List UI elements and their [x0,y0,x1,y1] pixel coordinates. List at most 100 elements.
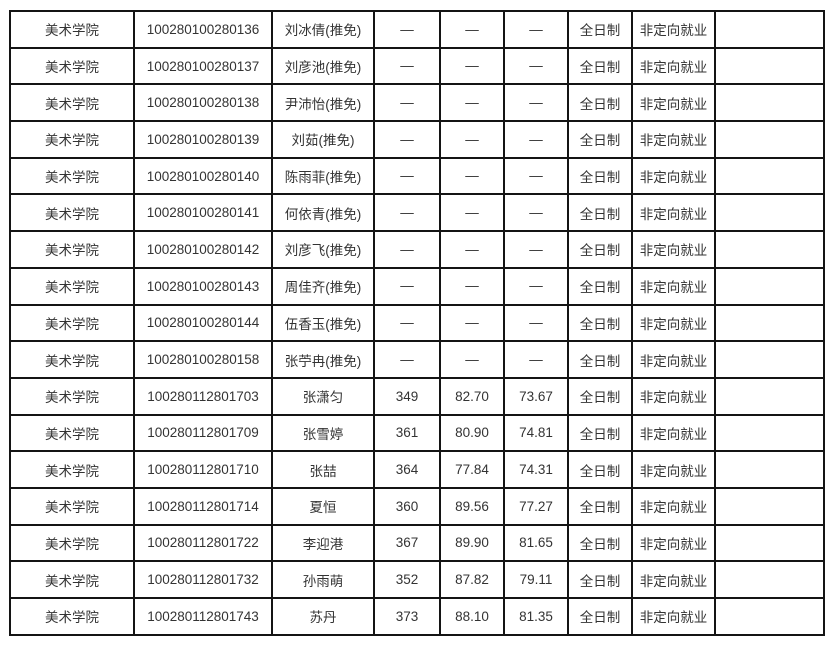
table-row: 美术学院 100280100280137 刘彦池(推免) — — — 全日制 非… [9,46,825,86]
cell-name: 何依青(推免) [271,193,375,233]
cell-initial-score: 349 [373,376,441,416]
cell-study-mode: 全日制 [567,10,633,49]
cell-study-mode: 全日制 [567,340,633,379]
cell-retest-score: 88.10 [439,597,505,636]
cell-candidate-id: 100280100280142 [133,230,273,269]
table-row: 美术学院 100280112801722 李迎港 367 89.90 81.65… [9,523,825,563]
cell-employment-type: 非定向就业 [631,413,716,453]
cell-remark [714,83,825,123]
cell-total-score: 74.31 [503,450,569,489]
cell-college: 美术学院 [9,46,135,86]
table-row: 美术学院 100280100280142 刘彦飞(推免) — — — 全日制 非… [9,230,825,269]
cell-remark [714,340,825,379]
cell-name: 刘冰倩(推免) [271,10,375,49]
cell-college: 美术学院 [9,83,135,123]
cell-employment-type: 非定向就业 [631,266,716,306]
cell-name: 伍香玉(推免) [271,303,375,343]
cell-name: 陈雨菲(推免) [271,156,375,196]
cell-retest-score: — [439,120,505,159]
cell-candidate-id: 100280112801709 [133,413,273,453]
cell-remark [714,10,825,49]
cell-total-score: — [503,340,569,379]
cell-college: 美术学院 [9,486,135,526]
cell-study-mode: 全日制 [567,83,633,123]
cell-college: 美术学院 [9,560,135,599]
cell-name: 尹沛怡(推免) [271,83,375,123]
cell-employment-type: 非定向就业 [631,560,716,599]
cell-employment-type: 非定向就业 [631,83,716,123]
cell-college: 美术学院 [9,413,135,453]
cell-retest-score: — [439,266,505,306]
cell-initial-score: 360 [373,486,441,526]
cell-remark [714,266,825,306]
cell-employment-type: 非定向就业 [631,486,716,526]
cell-candidate-id: 100280100280144 [133,303,273,343]
cell-remark [714,46,825,86]
cell-candidate-id: 100280112801732 [133,560,273,599]
table-row: 美术学院 100280100280139 刘茹(推免) — — — 全日制 非定… [9,120,825,159]
cell-study-mode: 全日制 [567,230,633,269]
cell-candidate-id: 100280100280138 [133,83,273,123]
cell-candidate-id: 100280100280140 [133,156,273,196]
table-row: 美术学院 100280100280143 周佳齐(推免) — — — 全日制 非… [9,266,825,306]
table-row: 美术学院 100280100280144 伍香玉(推免) — — — 全日制 非… [9,303,825,343]
cell-study-mode: 全日制 [567,376,633,416]
table-body: 美术学院 100280100280136 刘冰倩(推免) — — — 全日制 非… [9,10,825,636]
cell-name: 苏丹 [271,597,375,636]
cell-candidate-id: 100280100280141 [133,193,273,233]
cell-college: 美术学院 [9,193,135,233]
cell-study-mode: 全日制 [567,120,633,159]
cell-college: 美术学院 [9,10,135,49]
cell-retest-score: — [439,230,505,269]
cell-total-score: — [503,303,569,343]
cell-initial-score: — [373,46,441,86]
cell-study-mode: 全日制 [567,266,633,306]
cell-study-mode: 全日制 [567,450,633,489]
cell-college: 美术学院 [9,523,135,563]
cell-retest-score: — [439,340,505,379]
cell-initial-score: 373 [373,597,441,636]
cell-remark [714,193,825,233]
admission-roster-table: 美术学院 100280100280136 刘冰倩(推免) — — — 全日制 非… [9,10,825,636]
table-row: 美术学院 100280100280136 刘冰倩(推免) — — — 全日制 非… [9,10,825,49]
cell-total-score: 73.67 [503,376,569,416]
cell-initial-score: — [373,10,441,49]
cell-study-mode: 全日制 [567,413,633,453]
cell-employment-type: 非定向就业 [631,450,716,489]
cell-remark [714,523,825,563]
cell-candidate-id: 100280112801714 [133,486,273,526]
cell-name: 张雪婷 [271,413,375,453]
cell-candidate-id: 100280100280136 [133,10,273,49]
cell-initial-score: — [373,156,441,196]
cell-college: 美术学院 [9,266,135,306]
cell-employment-type: 非定向就业 [631,120,716,159]
table-row: 美术学院 100280112801743 苏丹 373 88.10 81.35 … [9,597,825,636]
cell-study-mode: 全日制 [567,486,633,526]
cell-total-score: — [503,230,569,269]
cell-remark [714,303,825,343]
cell-initial-score: 367 [373,523,441,563]
cell-initial-score: 361 [373,413,441,453]
cell-employment-type: 非定向就业 [631,230,716,269]
cell-total-score: 77.27 [503,486,569,526]
cell-total-score: 79.11 [503,560,569,599]
cell-retest-score: 82.70 [439,376,505,416]
cell-remark [714,156,825,196]
cell-name: 刘茹(推免) [271,120,375,159]
cell-college: 美术学院 [9,597,135,636]
table-row: 美术学院 100280112801714 夏恒 360 89.56 77.27 … [9,486,825,526]
cell-employment-type: 非定向就业 [631,340,716,379]
cell-study-mode: 全日制 [567,193,633,233]
cell-initial-score: — [373,340,441,379]
cell-remark [714,376,825,416]
table-row: 美术学院 100280112801710 张喆 364 77.84 74.31 … [9,450,825,489]
cell-total-score: — [503,46,569,86]
cell-college: 美术学院 [9,450,135,489]
cell-remark [714,486,825,526]
cell-employment-type: 非定向就业 [631,376,716,416]
cell-retest-score: 89.90 [439,523,505,563]
cell-employment-type: 非定向就业 [631,46,716,86]
cell-employment-type: 非定向就业 [631,193,716,233]
cell-study-mode: 全日制 [567,523,633,563]
cell-retest-score: — [439,10,505,49]
